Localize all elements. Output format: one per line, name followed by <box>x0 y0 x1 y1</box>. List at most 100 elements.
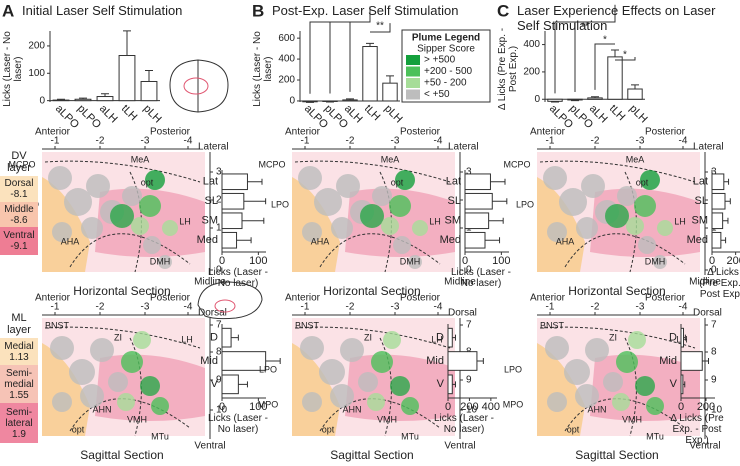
plume <box>657 220 673 236</box>
bar <box>322 100 338 102</box>
legend-subtitle: Sipper Score <box>417 44 475 55</box>
x-axis-label: Δ Licks (Pre Exp. - Post Exp.) <box>699 267 740 300</box>
plume <box>143 236 161 254</box>
y-tick-label: 0 <box>289 96 295 107</box>
atlas-tick-label: 3 <box>466 167 472 178</box>
bar <box>464 212 490 230</box>
region-label: LH <box>181 334 193 344</box>
section-caption: Sagittal Section <box>80 448 163 462</box>
brain-icon <box>197 281 263 320</box>
plume <box>69 359 95 385</box>
error-bar <box>722 217 729 224</box>
direction-label: Ventral <box>194 441 225 452</box>
plume <box>298 166 322 190</box>
bar <box>221 327 232 348</box>
region-label: opt <box>322 424 335 434</box>
bar <box>711 212 724 230</box>
region-label: LPO <box>271 199 289 209</box>
atlas-tick-label: -2 <box>96 136 105 147</box>
layer-name: Medial <box>4 340 34 352</box>
plume <box>617 186 637 206</box>
atlas-tick-label: -1 <box>546 302 555 313</box>
direction-label: Lateral <box>448 142 479 153</box>
error-bar <box>683 334 686 341</box>
atlas-tick-label: -4 <box>184 302 193 313</box>
y-axis-label: Δ Licks (Pre Exp. - Post Exp.) <box>497 27 519 110</box>
region-label: opt <box>391 177 404 187</box>
region-label: LH <box>431 334 443 344</box>
region-label: MeA <box>131 154 150 164</box>
region-label: LPO <box>504 364 522 374</box>
error-bar <box>571 99 579 102</box>
plume <box>139 195 161 217</box>
layer-value: 1.9 <box>12 428 26 440</box>
brain-icon-target <box>214 299 236 313</box>
plume <box>86 174 110 198</box>
error-bar <box>488 217 504 224</box>
legend-label: +50 - 200 <box>424 78 467 89</box>
region-label: VMH <box>377 414 397 424</box>
direction-label: Midline <box>194 277 226 288</box>
layer-value: 1.55 <box>9 389 29 401</box>
plume <box>408 255 422 269</box>
atlas-tick-label: -1 <box>301 136 310 147</box>
plume <box>412 220 428 236</box>
atlas-tick-label: 9 <box>711 375 717 386</box>
layer-box: Semi-lateral 1.9 <box>0 403 38 443</box>
region-label: AHN <box>92 404 111 414</box>
panel-letter: B <box>252 1 264 20</box>
y-tick-label: Mid <box>200 355 218 367</box>
region-label: AHA <box>556 236 575 246</box>
region-label: opt <box>141 177 154 187</box>
atlas-tick-label: -3 <box>636 302 645 313</box>
direction-label: Anterior <box>285 127 321 138</box>
y-tick-label: Med <box>197 234 218 246</box>
atlas-tick-label: -4 <box>434 136 443 147</box>
y-tick-label: Med <box>440 234 461 246</box>
sig-annotation: * <box>623 50 627 61</box>
atlas-tick-label: 1 <box>216 223 222 234</box>
error-bar <box>123 30 131 56</box>
x-tick-label: pLH <box>627 103 650 126</box>
plume <box>547 392 567 412</box>
plume <box>330 384 354 408</box>
y-tick-label: Lat <box>203 176 218 188</box>
layer-value: 1.13 <box>9 351 29 363</box>
bar <box>680 351 703 371</box>
error-bar <box>145 70 153 82</box>
sig-annotation: * <box>603 35 607 46</box>
error-bar <box>243 198 267 205</box>
y-tick-label: SL <box>205 195 218 207</box>
region-label: AHA <box>61 236 80 246</box>
layer-title: ML layer <box>7 312 31 336</box>
y-axis-label: Licks (Laser - No laser) <box>2 30 24 107</box>
error-bar <box>242 217 265 224</box>
error-bar <box>238 381 248 388</box>
x-tick-label: 0 <box>219 255 225 267</box>
sig-bracket <box>309 6 371 94</box>
plume <box>52 392 72 412</box>
error-bar <box>236 237 252 244</box>
atlas-region <box>537 343 585 436</box>
bar <box>342 99 358 102</box>
plume <box>300 336 324 360</box>
bar <box>140 80 158 102</box>
y-tick-label: Lat <box>693 176 708 188</box>
direction-label: Anterior <box>285 293 321 304</box>
region-label: MCPO <box>504 159 531 169</box>
atlas-tick-label: 10 <box>466 405 478 416</box>
bar <box>221 374 239 395</box>
error-bar <box>265 358 281 364</box>
atlas-tick-label: -2 <box>346 136 355 147</box>
layer-name: Semi-medial <box>4 367 34 390</box>
plume <box>581 174 605 198</box>
plume <box>81 217 103 239</box>
region-label: MeA <box>381 154 400 164</box>
y-tick-label: 0 <box>39 95 45 106</box>
direction-label: Dorsal <box>448 308 477 319</box>
bar <box>680 374 684 395</box>
direction-label: Anterior <box>35 293 71 304</box>
region-label: LH <box>179 216 191 226</box>
region-label: AHN <box>342 404 361 414</box>
atlas-tick-label: 8 <box>216 347 222 358</box>
